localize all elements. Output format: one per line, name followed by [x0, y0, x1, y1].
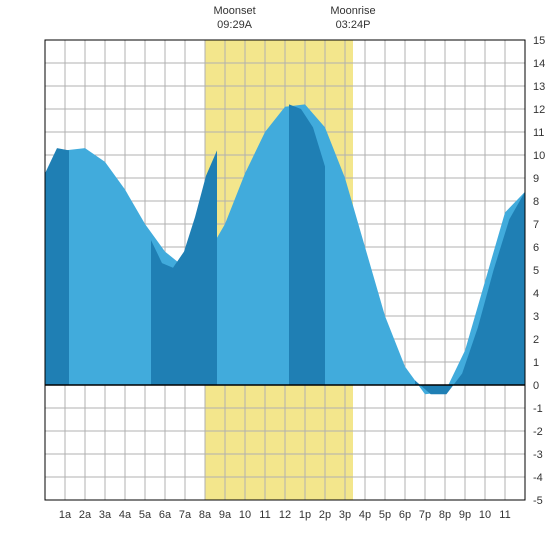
y-tick-label: 14	[533, 58, 545, 70]
x-tick-label: 9a	[219, 509, 232, 521]
x-tick-label: 10	[239, 509, 251, 521]
y-tick-label: -2	[533, 426, 543, 438]
moonset-label: Moonset	[213, 5, 255, 17]
y-tick-label: 11	[533, 127, 544, 139]
x-tick-label: 3p	[339, 509, 351, 521]
x-tick-label: 9p	[459, 509, 471, 521]
x-tick-label: 2a	[79, 509, 92, 521]
y-tick-label: 15	[533, 35, 545, 47]
x-tick-label: 3a	[99, 509, 112, 521]
x-tick-label: 7p	[419, 509, 431, 521]
tide-area-front-1	[151, 150, 217, 385]
y-tick-label: 7	[533, 219, 539, 231]
y-tick-label: 10	[533, 150, 545, 162]
y-tick-label: -3	[533, 449, 543, 461]
x-tick-label: 1a	[59, 509, 72, 521]
moonset-time: 09:29A	[217, 19, 253, 31]
y-tick-label: 6	[533, 242, 539, 254]
y-tick-label: -1	[533, 403, 543, 415]
x-tick-label: 4p	[359, 509, 371, 521]
x-tick-label: 1p	[299, 509, 311, 521]
y-tick-label: 13	[533, 81, 545, 93]
y-tick-label: 3	[533, 311, 539, 323]
x-tick-label: 6p	[399, 509, 411, 521]
x-tick-label: 8p	[439, 509, 451, 521]
y-tick-label: 1	[533, 357, 539, 369]
moonrise-time: 03:24P	[336, 19, 371, 31]
x-tick-label: 10	[479, 509, 491, 521]
y-tick-label: 4	[533, 288, 539, 300]
y-tick-label: 12	[533, 104, 545, 116]
x-tick-label: 7a	[179, 509, 192, 521]
chart-svg: -5-4-3-2-101234567891011121314151a2a3a4a…	[0, 0, 550, 550]
x-tick-label: 2p	[319, 509, 331, 521]
x-tick-label: 11	[499, 509, 510, 521]
x-tick-label: 8a	[199, 509, 212, 521]
y-tick-label: 0	[533, 380, 539, 392]
x-tick-label: 5a	[139, 509, 152, 521]
y-tick-label: 5	[533, 265, 539, 277]
y-tick-label: 9	[533, 173, 539, 185]
x-tick-label: 11	[259, 509, 270, 521]
y-tick-label: -4	[533, 472, 543, 484]
moonrise-label: Moonrise	[330, 5, 375, 17]
y-tick-label: -5	[533, 495, 543, 507]
x-tick-label: 4a	[119, 509, 132, 521]
x-tick-label: 12	[279, 509, 291, 521]
y-tick-label: 2	[533, 334, 539, 346]
y-tick-label: 8	[533, 196, 539, 208]
tide-area-front-0	[45, 148, 69, 385]
x-tick-label: 5p	[379, 509, 391, 521]
tide-area-back	[45, 104, 525, 394]
x-tick-label: 6a	[159, 509, 172, 521]
tide-chart: -5-4-3-2-101234567891011121314151a2a3a4a…	[0, 0, 550, 550]
